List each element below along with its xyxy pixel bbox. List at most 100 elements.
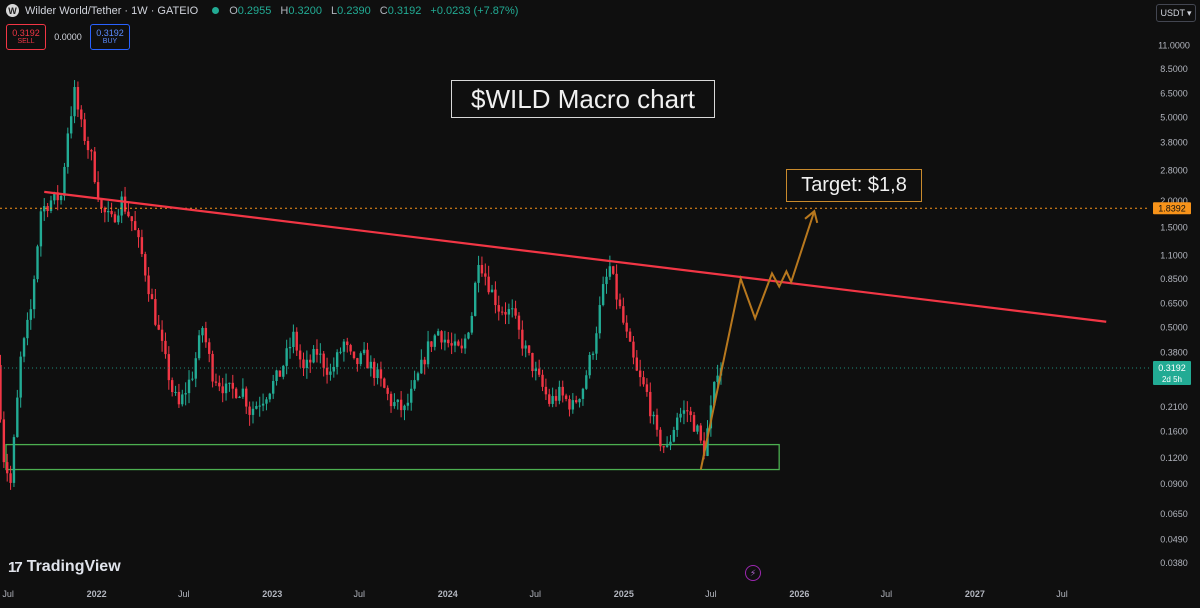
candle-body [208,342,211,354]
target-price-tag [1153,202,1191,215]
candle-body [524,345,527,349]
candle-body [443,339,447,343]
candle-body [635,357,639,371]
chevron-down-icon: ▾ [1186,7,1192,18]
candle-body [305,359,309,369]
candle-body [184,393,187,395]
candle-body [32,279,36,310]
drawings-layer [0,190,1150,470]
price-tick-label: 0.0490 [1160,535,1188,545]
price-tick-label: 1.1000 [1160,251,1188,261]
trade-buttons: 0.3192 SELL 0.0000 0.3192 BUY [6,24,130,50]
candle-body [164,340,167,355]
candle-body [278,370,282,377]
candle-body [144,254,147,276]
candle-body [426,341,430,365]
symbol-title[interactable]: Wilder World/Tether · 1W · GATEIO [25,4,199,17]
price-tick-label: 0.3800 [1160,348,1188,358]
candle-body [480,264,484,274]
candle-body [689,411,692,416]
candle-body [399,399,403,411]
candle-body [548,394,551,404]
candle-body [682,410,686,414]
tradingview-logo[interactable]: 17 TradingView [8,558,121,576]
candle-body [271,381,275,394]
time-tick-label: 2023 [262,589,282,599]
candle-body [376,369,379,378]
time-tick-label: Jul [881,589,893,599]
candle-body [265,399,268,404]
tradingview-wordmark: TradingView [26,558,121,575]
support-zone-layer [5,443,780,471]
candle-body [601,284,605,306]
candle-body [66,133,70,167]
candle-body [372,361,376,378]
price-tick-label: 0.0900 [1160,479,1188,489]
candle-body [514,308,517,316]
time-tick-label: 2024 [438,589,458,599]
candle-body [500,311,504,313]
time-axis[interactable]: Jul 2022 Jul 2023 Jul 2024 Jul 2025 Jul 2026 Jul 20… [2,589,1067,599]
buy-button[interactable]: 0.3192 BUY [90,24,130,50]
sell-button[interactable]: 0.3192 SELL [6,24,46,50]
candle-body [339,351,342,353]
candle-body [349,345,352,352]
candle-body [177,391,181,405]
candle-body [460,345,463,349]
candle-body [716,375,719,382]
candle-body [618,299,622,307]
candle-body [669,441,672,446]
candle-body [127,211,130,217]
candle-body [187,379,191,394]
time-tick-label: Jul [530,589,542,599]
time-tick-label: Jul [2,589,14,599]
candle-body [43,206,46,212]
candle-body [234,388,238,398]
price-tick-label: 3.8000 [1160,137,1188,147]
candle-body [69,116,73,134]
price-tick-label: 0.6500 [1160,299,1188,309]
time-tick-label: Jul [354,589,366,599]
candle-body [39,211,43,247]
candle-body [191,378,194,380]
candle-body [393,402,396,407]
candle-body [298,350,302,360]
last-price-tag [1153,361,1191,386]
candle-body [558,386,561,401]
candle-body [110,211,113,215]
candle-body [659,429,662,447]
candle-body [130,216,133,222]
candle-body [285,348,288,366]
candle-body [568,399,571,410]
candle-body [416,373,420,381]
candle-body [96,182,100,200]
price-tick-label: 0.0380 [1160,558,1188,568]
time-tick-label: 2027 [965,589,985,599]
candle-body [396,399,399,403]
candle-body [386,387,389,394]
bar-countdown-label: 2d 5h [1162,375,1182,384]
wilder-world-coin-icon[interactable]: W [6,4,19,17]
candle-body [100,199,103,208]
time-tick-label: Jul [178,589,190,599]
candle-body [214,381,218,383]
target-annotation[interactable]: Target: $1,8 [786,169,922,202]
candle-body [585,375,588,389]
candle-body [312,348,315,363]
currency-label: USDT [1160,8,1185,18]
candle-body [201,327,204,336]
candle-body [511,308,514,310]
candle-body [534,368,538,372]
candle-body [231,382,234,389]
candle-body [615,273,618,300]
candle-body [551,396,554,404]
candle-body [258,405,261,407]
candle-body [292,331,295,347]
live-status-dot-icon [212,7,220,14]
chart-annotation-title[interactable]: $WILD Macro chart [451,80,715,118]
currency-selector[interactable]: USDT ▾ [1156,4,1196,22]
price-axis[interactable]: 11.0000 8.5000 6.5000 5.0000 3.8000 2.8000 2.0… [1150,0,1200,608]
lightning-icon[interactable]: ⚡ [745,565,761,581]
candle-body [676,417,679,430]
